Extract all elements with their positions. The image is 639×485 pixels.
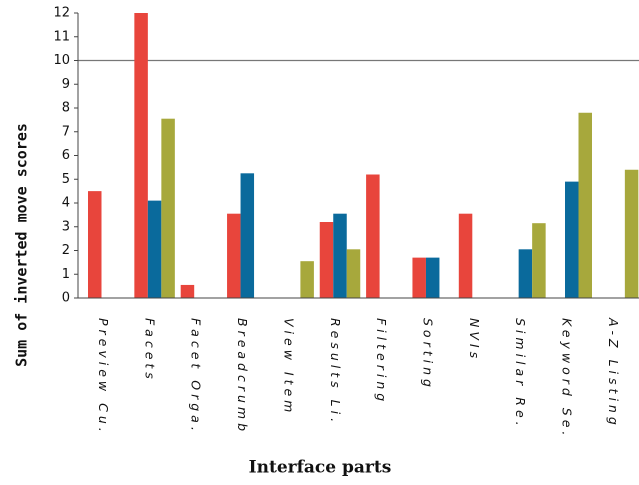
bar (624, 169, 639, 298)
bar (319, 222, 334, 298)
y-tick-label: 3 (62, 219, 70, 234)
x-tick-label: Preview Cu. (96, 318, 111, 436)
bar (227, 213, 241, 298)
y-tick-label: 7 (62, 124, 70, 139)
y-tick-label: 4 (62, 196, 70, 211)
bar (134, 13, 148, 298)
x-axis-label: Interface parts (249, 458, 392, 478)
bar (346, 249, 361, 298)
y-tick-label: 1 (62, 267, 70, 282)
y-tick-label: 9 (62, 77, 70, 92)
y-tick-label: 5 (62, 172, 70, 187)
bar (565, 181, 579, 298)
y-tick-label: 12 (53, 6, 70, 21)
bar (578, 112, 592, 298)
x-tick-label: Results Li. (328, 318, 343, 426)
bar (180, 284, 195, 298)
x-tick-label: A-Z Listing (606, 317, 621, 429)
bar (88, 191, 102, 298)
bar (333, 213, 347, 298)
bar (366, 174, 380, 298)
y-tick-label: 6 (62, 148, 70, 163)
x-tick-label: View Item (281, 318, 296, 416)
bar (300, 261, 314, 298)
x-tick-label: Keyword Se. (560, 318, 575, 439)
x-tick-label: Facet Orga. (189, 318, 204, 435)
y-tick-label: 0 (62, 291, 70, 306)
bar (518, 249, 533, 298)
y-tick-label: 2 (62, 243, 70, 258)
x-tick-label: Sorting (420, 318, 435, 391)
x-tick-label: Similar Re. (513, 318, 528, 430)
x-tick-label: Breadcrumb (235, 318, 250, 435)
bar (532, 223, 546, 298)
bar (240, 173, 255, 298)
bar (458, 213, 473, 298)
y-tick-label: 8 (62, 101, 70, 116)
bar (161, 118, 175, 298)
y-tick-label: 11 (53, 29, 70, 44)
y-tick-label: 10 (53, 53, 70, 68)
x-tick-label: Facets (142, 318, 157, 383)
x-tick-label: NVIs (467, 318, 482, 362)
y-axis-label: Sum of inverted move scores (13, 123, 31, 367)
x-tick-label: Filtering (374, 318, 389, 405)
bar (425, 257, 440, 298)
bar (147, 200, 162, 298)
bar (412, 257, 426, 298)
